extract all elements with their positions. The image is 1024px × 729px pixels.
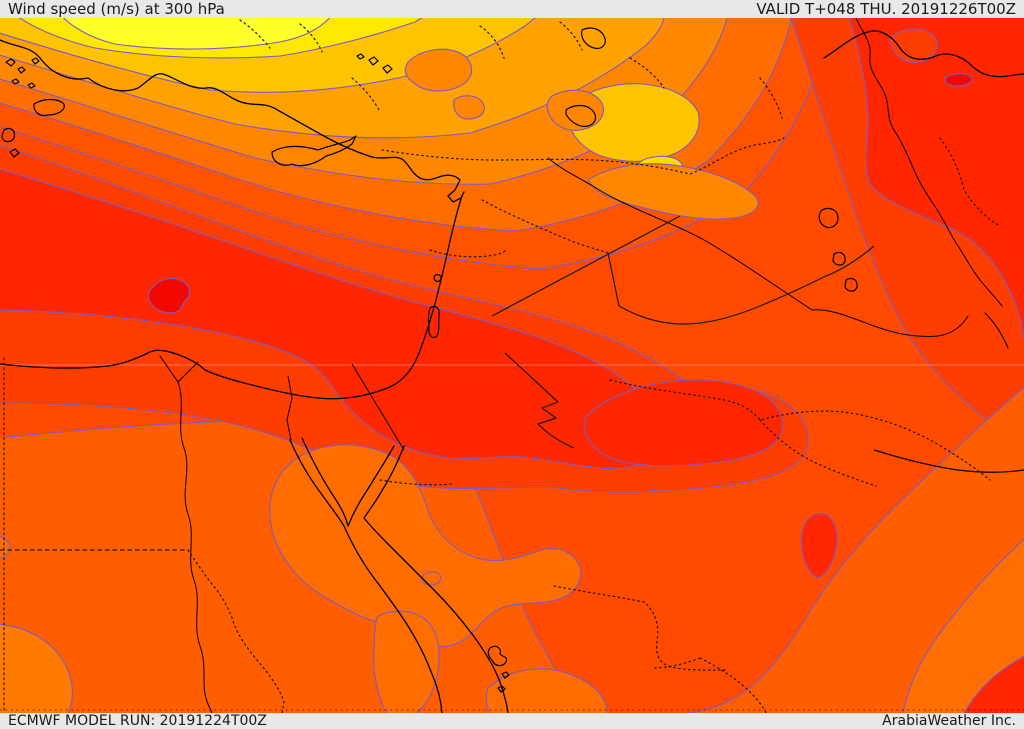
border-turkey-syria xyxy=(381,137,785,175)
coastline-ne-mountain-borders xyxy=(823,30,1024,78)
suez-canal xyxy=(286,375,293,441)
se-red-leaf xyxy=(800,512,838,578)
border-jordan-saudi-zigzag xyxy=(504,352,575,449)
border-syria-iraq xyxy=(481,199,609,254)
page-title: Wind speed (m/s) at 300 hPa xyxy=(8,0,225,18)
light-lens-small xyxy=(421,571,442,586)
ne-red-mass xyxy=(848,18,1024,340)
border-saudi-interior-south xyxy=(759,419,877,487)
valid-time-label: VALID T+048 THU. 20191226T00Z xyxy=(756,0,1016,18)
map-canvas xyxy=(0,18,1024,713)
coastline-levant-egypt xyxy=(0,195,463,400)
amber-patch xyxy=(453,95,485,120)
coastline-turkey xyxy=(0,39,465,203)
island-farasan xyxy=(487,645,510,693)
lake-tuz xyxy=(581,27,606,49)
wind-speed-map xyxy=(0,18,1024,713)
bottom-center-light-blob xyxy=(485,668,608,713)
coastline-gulf-of-suez xyxy=(289,439,345,527)
border-texture-north xyxy=(239,19,783,119)
border-iran-iraq-south xyxy=(873,449,1024,473)
jet-red-core xyxy=(0,168,664,469)
model-run-label: ECMWF MODEL RUN: 20191224T00Z xyxy=(8,713,267,729)
header-bar: Wind speed (m/s) at 300 hPa VALID T+048 … xyxy=(0,0,1024,18)
lake-van xyxy=(565,104,597,127)
coastline-sinai xyxy=(301,437,395,527)
ne-orange-notch xyxy=(889,28,938,63)
amber-patch xyxy=(404,48,473,92)
se-corner-red xyxy=(963,655,1024,713)
ne-deep-red-lens xyxy=(944,73,973,87)
euphrates-river xyxy=(547,157,969,337)
island xyxy=(5,57,40,89)
island-cyprus xyxy=(271,135,357,167)
coastline-redsea-west xyxy=(343,525,443,713)
lakes-sw-turkey xyxy=(356,53,393,74)
attribution-label: ArabiaWeather Inc. xyxy=(882,713,1016,729)
redsea-light-region xyxy=(269,444,582,648)
redsea-light-lobe xyxy=(373,610,440,713)
tigris-river xyxy=(855,18,1003,307)
border-se-bottom xyxy=(653,657,767,713)
border-iran-ne xyxy=(939,137,1001,227)
border-saudi-interior-east xyxy=(609,379,991,481)
border-iraq-saudi xyxy=(607,245,875,325)
nile-delta-branches xyxy=(159,355,199,383)
border-yemen-oman xyxy=(553,585,729,671)
border-sinai-negev xyxy=(379,479,453,486)
east-red-blob xyxy=(583,379,784,467)
amber-patch xyxy=(546,89,604,131)
border-jordan-iraq xyxy=(491,215,681,317)
footer-bar: ECMWF MODEL RUN: 20191224T00Z ArabiaWeat… xyxy=(0,713,1024,729)
sw-corner-light-blob xyxy=(0,623,73,713)
band-yellow-core xyxy=(62,18,331,50)
lake-galilee xyxy=(433,273,442,283)
border-sudan-redsea xyxy=(187,549,285,713)
border-egypt-israel xyxy=(351,363,405,451)
island-crete xyxy=(33,98,65,117)
left-edge-light-lens xyxy=(0,536,11,560)
coastline-aqaba-redsea-east xyxy=(363,445,509,713)
border-syria-jordan xyxy=(429,249,507,258)
se-stripe-2 xyxy=(902,538,1024,713)
deep-red-kidney xyxy=(147,277,190,314)
amber-finger xyxy=(587,163,759,220)
nile-river xyxy=(177,381,213,713)
lake-dead-sea xyxy=(427,305,440,339)
island-rhodes xyxy=(1,127,20,158)
shatt-al-arab xyxy=(984,312,1009,349)
lakes-iraq xyxy=(818,207,858,292)
